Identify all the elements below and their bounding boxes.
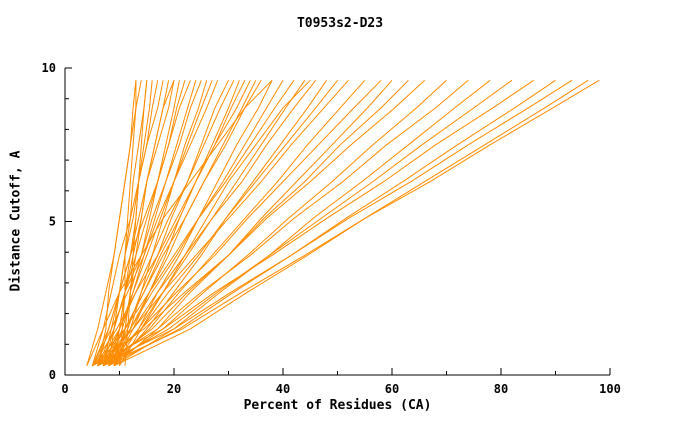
svg-text:5: 5	[49, 215, 56, 229]
chart-title: T0953s2-D23	[296, 16, 384, 31]
y-axis-label: Distance Cutoff, A	[8, 150, 24, 292]
svg-text:100: 100	[599, 382, 621, 396]
svg-text:60: 60	[385, 382, 399, 396]
svg-text:40: 40	[276, 382, 290, 396]
svg-text:0: 0	[61, 382, 68, 396]
svg-text:20: 20	[167, 382, 181, 396]
svg-text:80: 80	[494, 382, 508, 396]
svg-text:0: 0	[49, 368, 56, 382]
x-axis-label: Percent of Residues (CA)	[243, 398, 432, 413]
svg-text:10: 10	[42, 61, 56, 75]
